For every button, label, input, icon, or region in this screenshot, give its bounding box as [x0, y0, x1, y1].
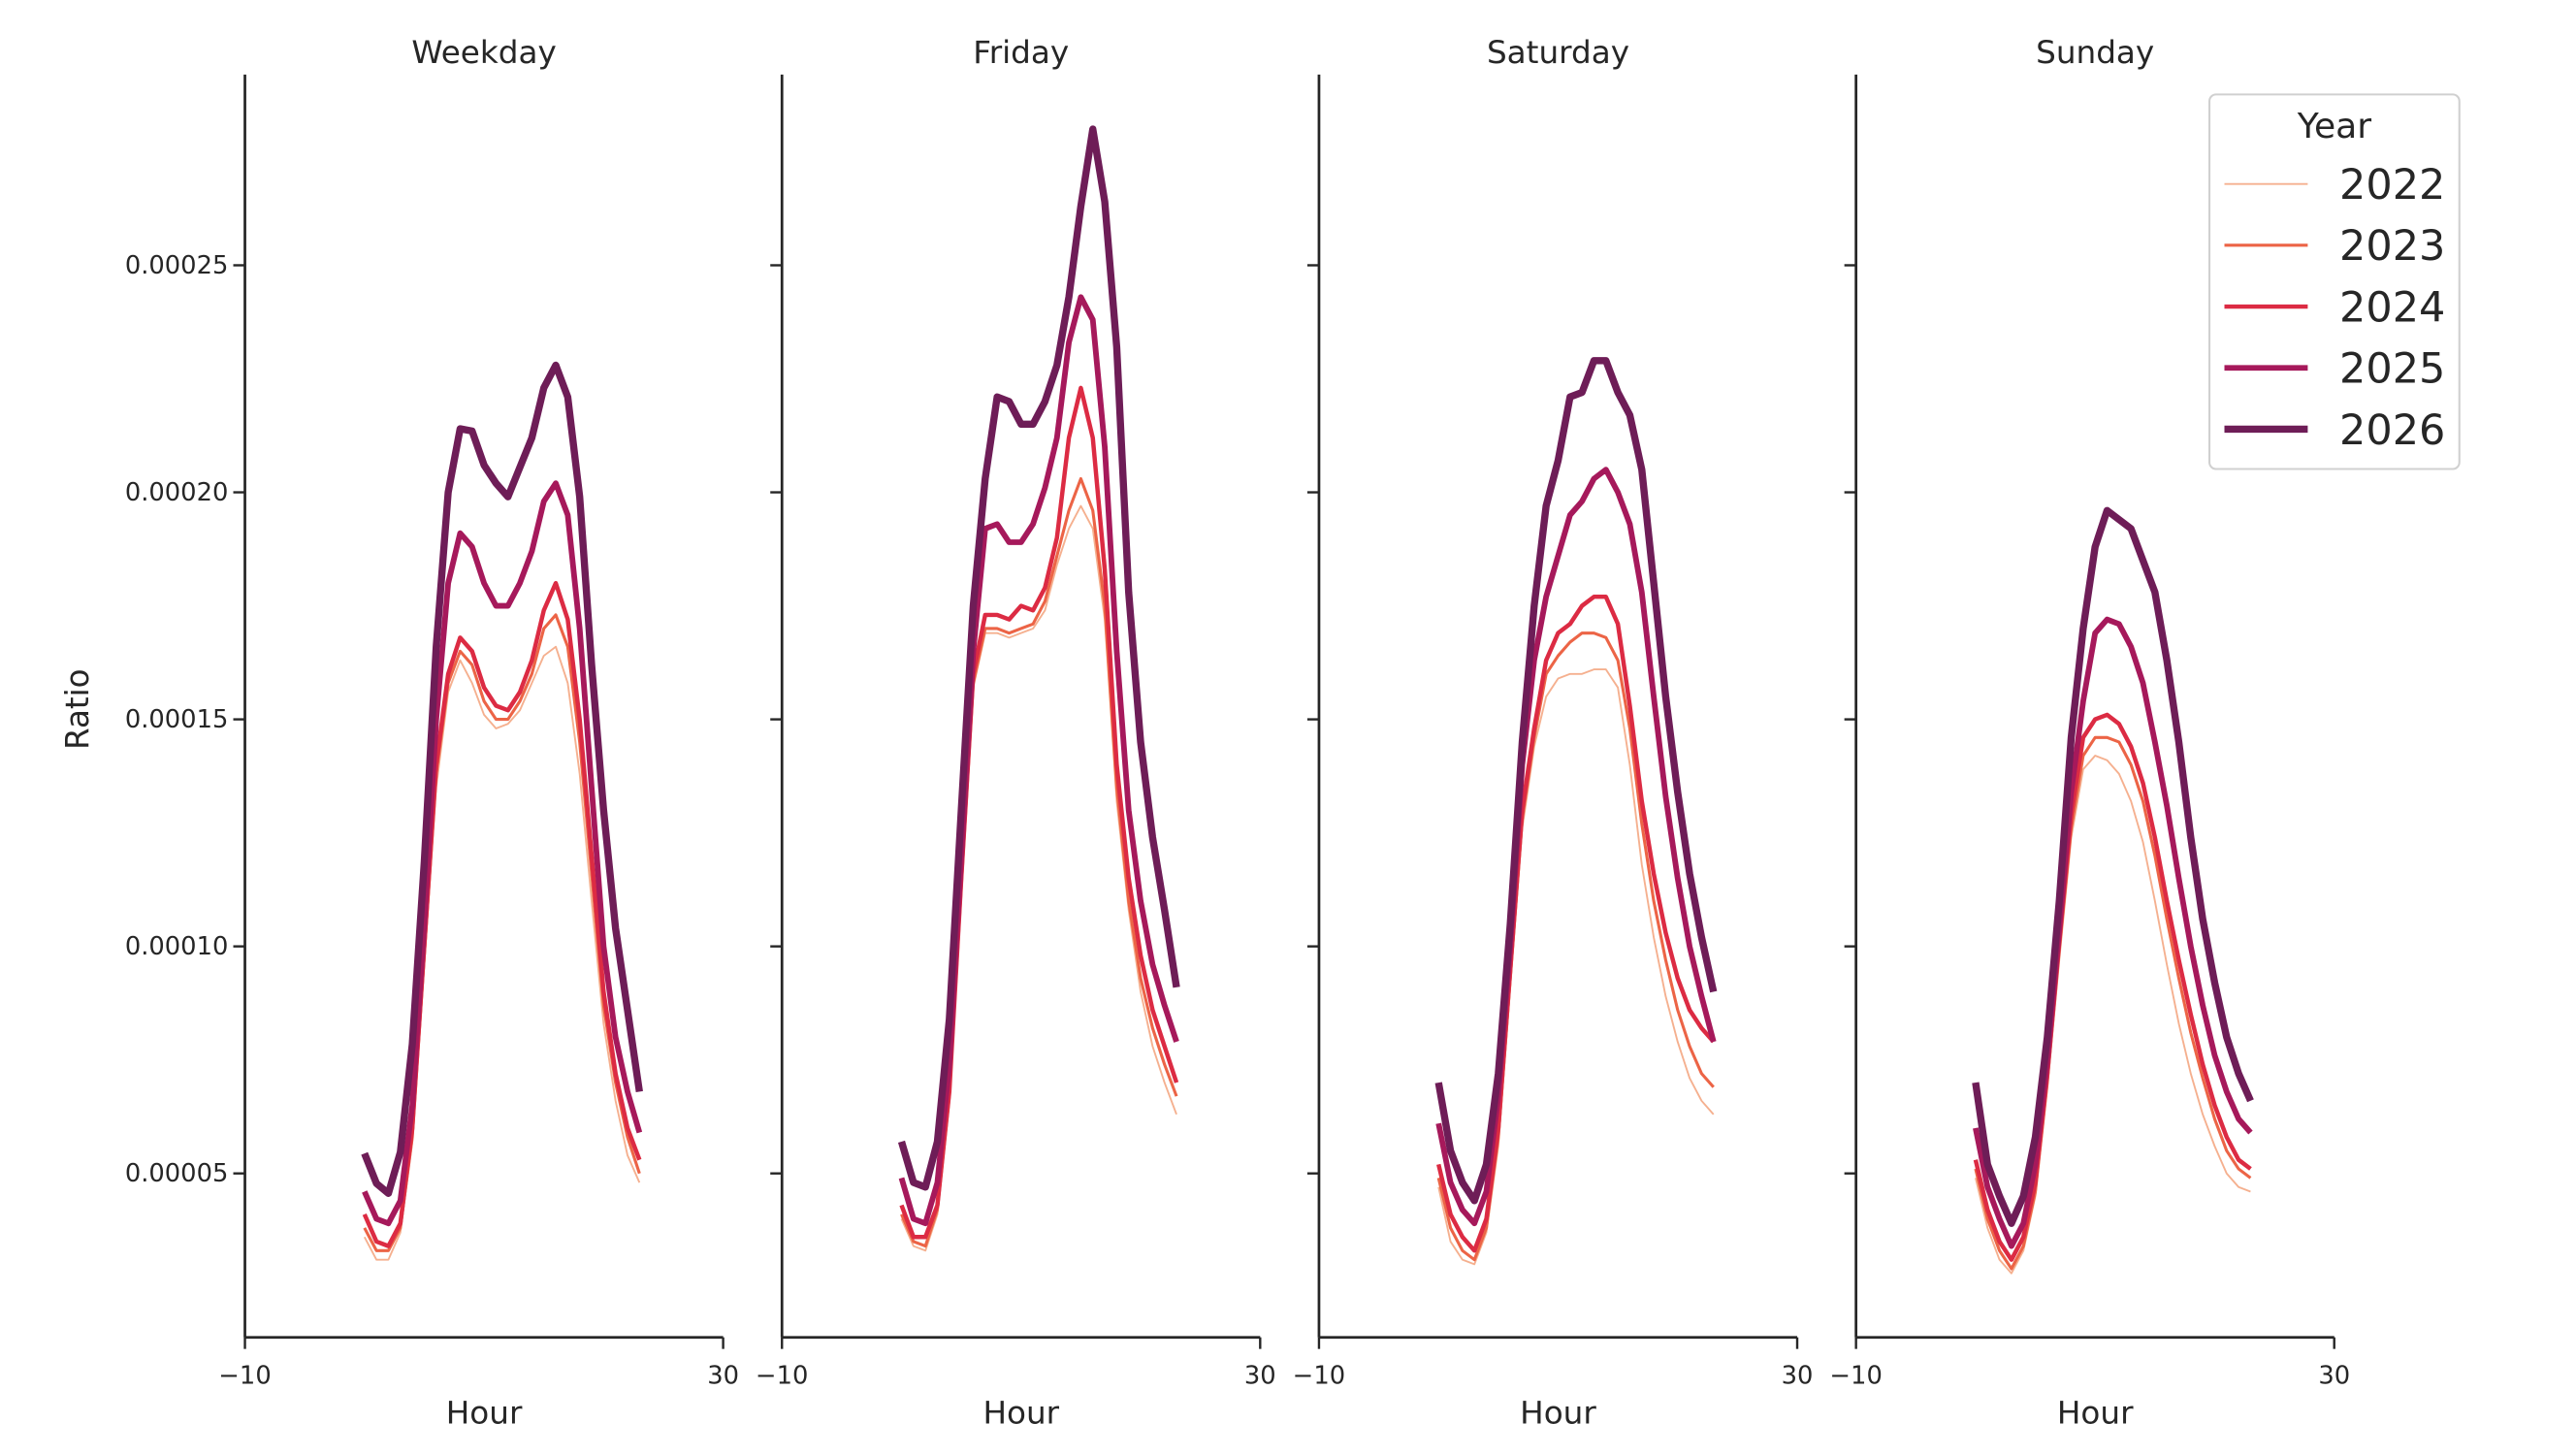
- panel-title: Friday: [973, 34, 1069, 71]
- series-line: [1974, 735, 2252, 1271]
- x-tick-label: −10: [1293, 1362, 1345, 1391]
- series-line: [1436, 594, 1716, 1253]
- x-tick-label: −10: [218, 1362, 271, 1391]
- series-line: [1437, 668, 1715, 1266]
- series-line: [1436, 631, 1715, 1262]
- series-line: [898, 294, 1179, 1227]
- panel-title: Weekday: [411, 34, 556, 71]
- legend: Year 2022 2023 2024 2025 2026: [2208, 93, 2461, 470]
- legend-label: 2025: [2339, 345, 2445, 394]
- legend-label: 2026: [2339, 406, 2445, 455]
- panel-title: Sunday: [2036, 34, 2154, 71]
- y-tick-label: 0.00015: [125, 705, 229, 734]
- y-tick-label: 0.00010: [125, 932, 229, 961]
- x-axis-label: Hour: [2057, 1395, 2134, 1432]
- series-line: [1972, 506, 2254, 1227]
- legend-label: 2024: [2339, 284, 2445, 333]
- legend-title: Year: [2297, 107, 2372, 146]
- x-axis-label: Hour: [446, 1395, 523, 1432]
- x-tick-label: −10: [756, 1362, 808, 1391]
- x-tick-label: 30: [1782, 1362, 1814, 1391]
- x-axis-label: Hour: [982, 1395, 1059, 1432]
- legend-label: 2023: [2339, 222, 2445, 271]
- x-tick-label: −10: [1829, 1362, 1882, 1391]
- y-tick-label: 0.00025: [125, 251, 229, 280]
- y-tick-label: 0.00020: [125, 478, 229, 507]
- series-line: [1434, 357, 1718, 1205]
- series-line: [361, 361, 643, 1197]
- x-tick-label: 30: [707, 1362, 739, 1391]
- series-line: [362, 480, 643, 1227]
- y-tick-label: 0.00005: [125, 1159, 229, 1188]
- legend-label: 2022: [2339, 161, 2445, 210]
- series-line: [1435, 467, 1717, 1227]
- series-line: [1973, 712, 2252, 1262]
- legend-box: [2208, 93, 2461, 470]
- series-line: [1973, 616, 2253, 1249]
- x-axis-label: Hour: [1520, 1395, 1596, 1432]
- series-line: [1975, 755, 2251, 1275]
- panel-title: Saturday: [1487, 34, 1629, 71]
- x-tick-label: 30: [1244, 1362, 1276, 1391]
- series-line: [897, 125, 1180, 1191]
- y-axis-label: Ratio: [59, 669, 96, 750]
- x-tick-label: 30: [2318, 1362, 2350, 1391]
